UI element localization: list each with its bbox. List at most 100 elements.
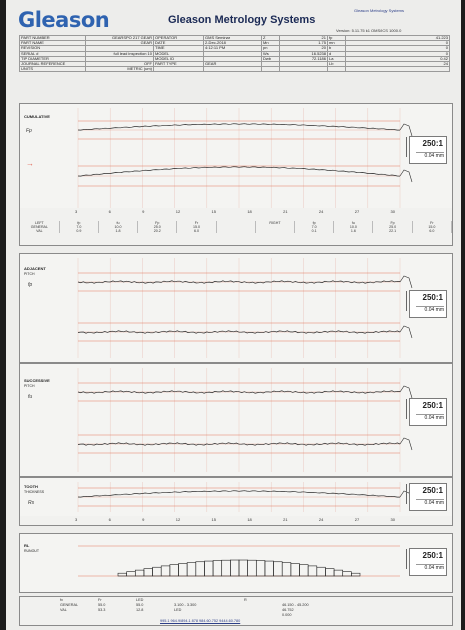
scale-box-runout: 250:1 0.04 mm	[409, 548, 447, 576]
part-info-table: PART NUMBER GEARSPO 217 GEAR OPERATOR GMS S…	[19, 34, 450, 73]
summary-cell: Fp	[372, 221, 413, 225]
tooth-symbol: Rs	[28, 500, 35, 506]
summary-cell: 25.0	[372, 225, 413, 229]
summary-cell: Fr	[412, 221, 453, 225]
summary-cell: Fp	[137, 221, 178, 225]
runout-value: 46.752	[282, 608, 294, 612]
adjacent-pitch-panel	[19, 253, 453, 363]
runout-bar	[160, 565, 171, 577]
summary-cell	[216, 229, 256, 233]
tick-label: 9	[142, 209, 145, 214]
runout-value: VAL	[60, 608, 67, 612]
scale-bracket	[406, 484, 409, 504]
runout-bar	[169, 564, 179, 577]
runout-label: RL RUNOUT	[24, 543, 39, 553]
runout-bar	[221, 559, 231, 577]
info-cell	[153, 66, 204, 73]
summary-cell: GENERAL	[20, 225, 60, 229]
trace-line	[77, 123, 400, 131]
runout-plot	[78, 545, 400, 577]
runout-value: 12.8	[136, 608, 144, 612]
summary-row: GENERAL 7.0 10.0 25.0 15.0 7.0 10.0 25.0 15.0	[20, 225, 453, 229]
runout-bar	[178, 563, 188, 577]
summary-cell: 15.0	[412, 225, 453, 229]
tooth-tick-labels: 3 6 9 12 15 18 21 24 27 30	[75, 517, 395, 522]
runout-value: 3.100 - 3.300	[174, 603, 197, 607]
tick-label: 30	[390, 209, 395, 214]
tick-label: 24	[318, 209, 324, 214]
tooth-label: TOOTH THICKNESS	[24, 484, 45, 494]
trace-hook	[399, 169, 413, 183]
tick-label: 9	[142, 517, 145, 522]
trace-line	[77, 280, 401, 284]
trace-line	[77, 390, 401, 394]
runout-panel	[19, 533, 453, 593]
info-cell: METRIC (um)	[85, 66, 154, 73]
info-row: REVISION TIME 4:12:11 PM pn 20 b 0	[19, 45, 450, 52]
runout-bar	[351, 572, 361, 577]
trace-line	[77, 442, 401, 446]
gleason-logo: Gleason	[18, 8, 110, 32]
summary-cell	[255, 229, 296, 233]
runout-value: 55.0	[136, 603, 144, 607]
info-cell: UNITS	[19, 66, 86, 73]
summary-cell: 20.2	[137, 229, 178, 233]
trace-hook	[399, 325, 413, 339]
runout-bar	[212, 560, 223, 577]
trace-plot	[77, 482, 413, 512]
info-cell	[279, 66, 328, 73]
summary-cell: Fr	[176, 221, 217, 225]
summary-cell: 6.0	[176, 229, 217, 233]
summary-cell: fp	[294, 221, 335, 225]
trace-plot	[77, 108, 413, 211]
tick-label: 21	[283, 209, 288, 214]
runout-bar	[230, 559, 240, 577]
runout-bar	[204, 560, 214, 577]
runout-bar	[325, 568, 335, 577]
summary-cell: 7.0	[294, 225, 335, 229]
trace-plot	[77, 368, 413, 472]
summary-cell	[216, 221, 256, 225]
tick-label: 12	[175, 517, 181, 522]
runout-value: fx	[60, 598, 63, 602]
trace-plot	[77, 258, 413, 358]
cumulative-pitch-panel	[19, 103, 453, 216]
summary-cell: fu	[98, 221, 139, 225]
summary-cell: 25.0	[137, 225, 178, 229]
scale-bracket	[406, 399, 409, 419]
runout-bar	[281, 562, 292, 577]
runout-bar	[333, 569, 344, 577]
summary-cell: fu	[333, 221, 374, 225]
info-row: PART NUMBER GEARSPO 217 GEAR OPERATOR GMS S…	[19, 34, 450, 42]
tick-label: 15	[211, 517, 216, 522]
summary-cell: 6.0	[412, 229, 453, 233]
summary-cell: LEFT	[20, 221, 60, 225]
summary-row: VAL 0.9 1.8 20.2 6.0 0.1 1.6 22.1 6.0	[20, 229, 453, 233]
tick-label: 15	[211, 209, 216, 214]
summary-cell: 10.0	[333, 225, 374, 229]
successive-label: SUCCESSIVE PITCH	[24, 378, 50, 388]
runout-value: GENERAL	[60, 603, 79, 607]
tick-label: 18	[247, 517, 252, 522]
info-cell	[203, 66, 262, 73]
summary-cell: 1.8	[98, 229, 139, 233]
scale-box-cumulative: 250:1 0.04 mm	[409, 136, 447, 164]
tick-label: 27	[354, 209, 360, 214]
adjacent-symbol: fp	[28, 282, 33, 288]
summary-cell	[216, 225, 256, 229]
tick-label: 6	[108, 209, 111, 214]
trace-line	[77, 490, 400, 498]
runout-value: 55.0	[98, 603, 106, 607]
summary-cell: 0.1	[294, 229, 335, 233]
version-text: Version: 5.11.75 k1 OMS/ICS 1000.0	[336, 28, 402, 33]
info-cell	[327, 66, 346, 73]
cumulative-symbol: Fp	[26, 128, 32, 134]
cumulative-label: CUMULATIVE	[24, 114, 50, 119]
successive-symbol: fu	[28, 394, 33, 400]
summary-cell: VAL	[20, 229, 60, 233]
arrow-right-icon: →	[26, 159, 34, 168]
summary-cell: 1.6	[333, 229, 374, 233]
runout-bar	[238, 559, 248, 577]
tick-label: 12	[175, 209, 181, 214]
tick-label: 27	[354, 517, 360, 522]
